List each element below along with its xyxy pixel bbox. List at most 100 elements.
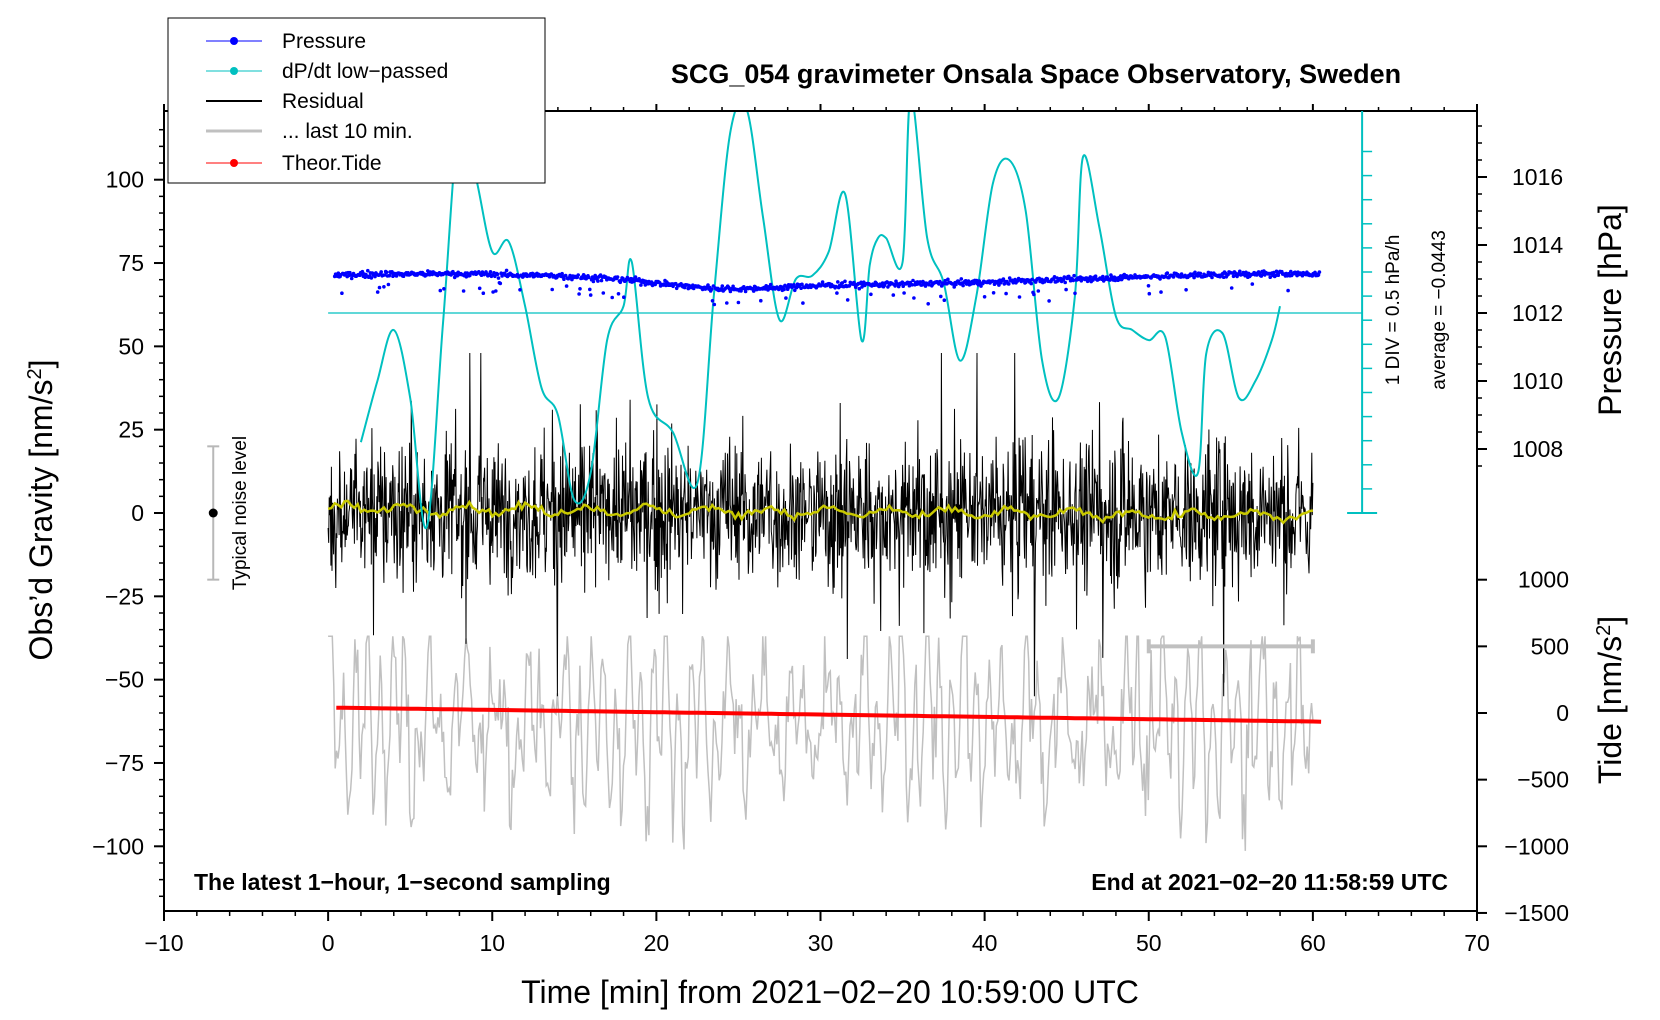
div-scale-label: 1 DIV = 0.5 hPa/h bbox=[1383, 235, 1404, 386]
pressure-point bbox=[588, 287, 592, 292]
last10-series bbox=[328, 635, 1314, 851]
legend-entry-last10: ... last 10 min. bbox=[206, 120, 413, 143]
pressure-point bbox=[382, 285, 386, 289]
x-tick-label: 40 bbox=[972, 930, 998, 956]
pressure-point bbox=[736, 300, 741, 305]
pressure-point bbox=[366, 268, 370, 273]
pressure-point bbox=[1276, 273, 1281, 278]
pressure-point bbox=[1268, 275, 1272, 280]
pressure-point bbox=[494, 289, 498, 293]
x-tick-label: 0 bbox=[322, 930, 335, 956]
pressure-point bbox=[929, 279, 933, 284]
pressure-point bbox=[1272, 270, 1276, 275]
dpdt-division-scale bbox=[1347, 111, 1378, 514]
pressure-point bbox=[1165, 271, 1170, 275]
pressure-point bbox=[1198, 271, 1203, 276]
pressure-point bbox=[845, 298, 850, 302]
pressure-point bbox=[616, 292, 621, 296]
pressure-point bbox=[560, 271, 564, 276]
legend-entry-tide: Theor.Tide bbox=[206, 152, 382, 175]
average-label: average = −0.0443 bbox=[1429, 230, 1450, 390]
pressure-point bbox=[801, 301, 805, 305]
pressure-point bbox=[834, 284, 838, 289]
pressure-point bbox=[1037, 276, 1041, 281]
left-axis-ticks: 100 75 50 25 0 −25 −50 −75 −100 bbox=[92, 128, 164, 898]
pressure-point bbox=[1317, 270, 1322, 274]
tide-tick-label: 0 bbox=[1556, 700, 1569, 726]
pressure-point bbox=[768, 282, 773, 287]
pressure-tick-label: 1008 bbox=[1512, 436, 1563, 462]
pressure-point bbox=[386, 282, 391, 287]
pressure-point bbox=[1171, 275, 1176, 279]
pressure-point bbox=[939, 294, 943, 299]
pressure-point bbox=[961, 283, 965, 288]
pressure-point bbox=[793, 288, 797, 293]
pressure-point bbox=[1229, 286, 1234, 290]
pressure-tick-label: 1016 bbox=[1512, 164, 1563, 190]
x-axis-ticks: −10 0 10 20 30 40 50 60 70 bbox=[144, 104, 1490, 956]
pressure-point bbox=[891, 293, 896, 297]
pressure-point bbox=[843, 279, 847, 284]
pressure-point bbox=[836, 280, 840, 284]
x-tick-label: 20 bbox=[644, 930, 670, 956]
pressure-point bbox=[375, 290, 380, 294]
pressure-point bbox=[927, 282, 931, 287]
pressure-point bbox=[1146, 284, 1151, 288]
pressure-point bbox=[369, 276, 374, 280]
pressure-point bbox=[480, 270, 485, 274]
pressure-point bbox=[481, 291, 486, 296]
pressure-point bbox=[1007, 282, 1011, 286]
pressure-point bbox=[674, 286, 679, 291]
pressure-point bbox=[384, 270, 389, 275]
pressure-point bbox=[610, 295, 614, 300]
tide-tick-label: −1500 bbox=[1504, 900, 1569, 926]
pressure-point bbox=[911, 278, 915, 283]
pressure-point bbox=[578, 287, 582, 291]
pressure-point bbox=[562, 277, 566, 282]
pressure-tick-label: 1014 bbox=[1512, 232, 1563, 258]
left-tick-label: 50 bbox=[118, 333, 144, 359]
pressure-point bbox=[591, 279, 596, 284]
pressure-point bbox=[477, 286, 482, 291]
pressure-point bbox=[550, 287, 554, 292]
pressure-point bbox=[946, 277, 950, 282]
pressure-point bbox=[847, 284, 852, 288]
left-tick-label: −50 bbox=[105, 667, 144, 693]
pressure-point bbox=[1093, 274, 1098, 279]
pressure-point bbox=[912, 296, 916, 300]
x-tick-label: 70 bbox=[1464, 930, 1490, 956]
left-tick-label: 25 bbox=[118, 417, 144, 443]
pressure-axis-label: Pressure [hPa] bbox=[1592, 204, 1628, 416]
pressure-point bbox=[495, 272, 500, 277]
pressure-point bbox=[1158, 277, 1162, 281]
pressure-point bbox=[731, 284, 735, 289]
pressure-point bbox=[1274, 269, 1279, 274]
legend-label-last10: ... last 10 min. bbox=[282, 120, 413, 143]
pressure-point bbox=[1030, 277, 1034, 282]
pressure-point bbox=[759, 298, 763, 303]
pressure-point bbox=[1286, 288, 1290, 293]
legend-entry-dpdt: dP/dt low−passed bbox=[206, 60, 448, 83]
pressure-point bbox=[1210, 275, 1214, 280]
pressure-point bbox=[710, 299, 715, 303]
pressure-point bbox=[442, 287, 446, 291]
left-tick-label: −75 bbox=[105, 750, 144, 776]
pressure-point bbox=[720, 284, 725, 288]
pressure-point bbox=[518, 288, 522, 292]
noise-level-label: Typical noise level bbox=[230, 436, 251, 590]
pressure-point bbox=[990, 279, 995, 283]
pressure-point bbox=[1101, 274, 1105, 279]
x-tick-label: 30 bbox=[808, 930, 834, 956]
pressure-point bbox=[1063, 280, 1067, 285]
tide-axis-label: Tide [nm/s2] bbox=[1592, 616, 1628, 784]
pressure-point bbox=[1072, 273, 1076, 278]
residual-series bbox=[327, 352, 1314, 697]
x-tick-label: 10 bbox=[479, 930, 505, 956]
last-10-min-bar bbox=[1146, 639, 1315, 654]
legend-label-residual: Residual bbox=[282, 90, 364, 113]
legend-entry-pressure: Pressure bbox=[206, 30, 366, 53]
legend-marker-dpdt bbox=[230, 67, 238, 75]
pressure-point bbox=[706, 283, 710, 287]
pressure-point bbox=[377, 285, 382, 290]
